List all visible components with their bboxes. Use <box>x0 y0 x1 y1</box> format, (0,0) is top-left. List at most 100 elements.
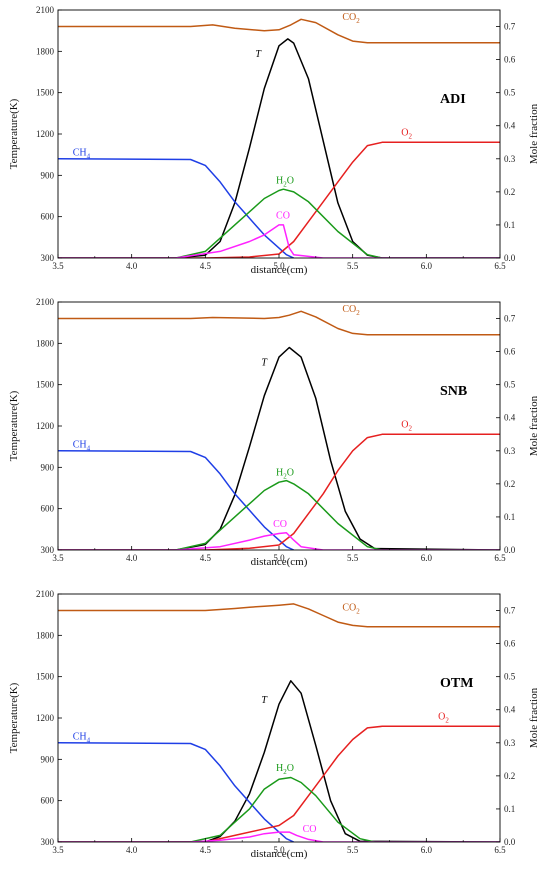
y-right-tick-label: 0.7 <box>504 606 516 616</box>
y-left-tick-label: 600 <box>41 212 55 222</box>
y-right-tick-label: 0.0 <box>504 837 516 847</box>
y-right-axis-title: Mole fraction <box>528 687 540 748</box>
species-label-co2: CO2 <box>342 12 360 25</box>
y-left-tick-label: 300 <box>41 253 55 263</box>
species-label-ch4: CH4 <box>73 147 91 160</box>
x-tick-label: 6.5 <box>494 553 506 563</box>
y-left-tick-label: 1500 <box>36 88 55 98</box>
y-left-axis-title: Temperature(K) <box>8 390 20 461</box>
y-left-tick-label: 2100 <box>36 5 55 15</box>
x-tick-label: 4.0 <box>126 261 138 271</box>
y-right-axis-title: Mole fraction <box>528 103 540 164</box>
y-right-tick-label: 0.2 <box>504 771 515 781</box>
x-tick-label: 5.5 <box>347 845 359 855</box>
series-line-co2 <box>58 603 500 628</box>
y-left-tick-label: 600 <box>41 796 55 806</box>
x-tick-label: 4.0 <box>126 553 138 563</box>
y-right-tick-label: 0.1 <box>504 220 515 230</box>
series-line-ch4 <box>58 450 295 550</box>
y-right-tick-label: 0.6 <box>504 55 516 65</box>
x-tick-label: 3.5 <box>52 845 64 855</box>
series-line-co2 <box>58 310 500 336</box>
chart-panel-snb: 3.5 4.0 4.5 5.0 5.5 6.0 6.5 300 600 900 1200 1500 18… <box>8 297 540 568</box>
x-tick-label: 4.5 <box>200 845 212 855</box>
y-left-tick-label: 1500 <box>36 672 55 682</box>
y-left-tick-label: 1800 <box>36 46 55 56</box>
y-right-tick-label: 0.7 <box>504 22 516 32</box>
chart-panel-otm: 3.5 4.0 4.5 5.0 5.5 6.0 6.5 300 600 900 1200 1500 18… <box>8 589 540 860</box>
y-left-axis-title: Temperature(K) <box>8 682 20 753</box>
series-lines <box>58 310 500 550</box>
y-left-tick-label: 1200 <box>36 129 55 139</box>
series-line-ch4 <box>58 158 295 258</box>
y-left-tick-label: 1500 <box>36 380 55 390</box>
x-tick-label: 5.0 <box>273 553 285 563</box>
panel-label: SNB <box>440 384 467 399</box>
plot-frame <box>57 301 501 551</box>
species-label-h2o: H2O <box>276 763 294 776</box>
species-label-t: T <box>255 49 262 60</box>
series-line-co <box>58 831 500 842</box>
y-left-tick-label: 900 <box>41 462 55 472</box>
x-tick-label: 5.0 <box>273 845 285 855</box>
y-right-tick-label: 0.0 <box>504 253 516 263</box>
y-right-tick-label: 0.4 <box>504 121 516 131</box>
x-tick-label: 3.5 <box>52 261 64 271</box>
y-left-axis-title: Temperature(K) <box>8 98 20 169</box>
species-label-co: CO <box>273 519 287 530</box>
species-label-t: T <box>261 695 268 706</box>
y-right-tick-label: 0.1 <box>504 512 515 522</box>
x-tick-label: 4.0 <box>126 845 138 855</box>
x-tick-label: 5.0 <box>273 261 285 271</box>
x-tick-label: 6.5 <box>494 845 506 855</box>
x-axis-title: distance(cm) <box>251 556 308 568</box>
species-label-ch4: CH4 <box>73 439 91 452</box>
series-line-ch4 <box>58 742 295 842</box>
x-tick-label: 6.0 <box>421 845 433 855</box>
y-left-tick-label: 2100 <box>36 589 55 599</box>
series-line-co2 <box>58 18 500 44</box>
series-line-t <box>58 680 500 842</box>
species-label-h2o: H2O <box>276 176 294 189</box>
series-lines <box>58 603 500 842</box>
species-label-ch4: CH4 <box>73 731 91 744</box>
y-left-tick-label: 1800 <box>36 338 55 348</box>
series-line-h2o <box>58 479 500 550</box>
x-axis-title: distance(cm) <box>251 848 308 860</box>
y-right-tick-label: 0.5 <box>504 380 516 390</box>
species-label-h2o: H2O <box>276 468 294 481</box>
species-label-co: CO <box>276 210 290 221</box>
y-right-tick-label: 0.4 <box>504 705 516 715</box>
series-line-o2 <box>58 725 500 842</box>
panel-label: ADI <box>440 92 466 107</box>
species-label-co2: CO2 <box>342 304 360 317</box>
y-left-tick-label: 1200 <box>36 713 55 723</box>
x-tick-label: 5.5 <box>347 553 359 563</box>
y-right-tick-label: 0.3 <box>504 738 516 748</box>
species-label-co: CO <box>303 824 317 835</box>
y-left-tick-label: 600 <box>41 504 55 514</box>
y-left-tick-label: 2100 <box>36 297 55 307</box>
x-axis-title: distance(cm) <box>251 264 308 276</box>
y-left-tick-label: 900 <box>41 170 55 180</box>
species-label-o2: O2 <box>401 420 412 433</box>
species-label-t: T <box>261 357 268 368</box>
y-right-tick-label: 0.0 <box>504 545 516 555</box>
y-left-tick-label: 1800 <box>36 630 55 640</box>
species-label-co2: CO2 <box>342 603 360 616</box>
series-line-h2o <box>58 776 500 842</box>
plot-frame <box>57 593 501 843</box>
y-left-tick-label: 300 <box>41 545 55 555</box>
y-right-axis-title: Mole fraction <box>528 395 540 456</box>
y-right-tick-label: 0.6 <box>504 347 516 357</box>
x-tick-label: 6.0 <box>421 553 433 563</box>
chart-panel-adi: 3.5 4.0 4.5 5.0 5.5 6.0 6.5 300 600 900 1200 1500 18… <box>8 5 540 276</box>
y-right-tick-label: 0.2 <box>504 479 515 489</box>
y-left-tick-label: 900 <box>41 754 55 764</box>
y-right-tick-label: 0.1 <box>504 804 515 814</box>
y-right-tick-label: 0.3 <box>504 154 516 164</box>
y-right-tick-label: 0.5 <box>504 88 516 98</box>
species-label-o2: O2 <box>401 128 412 141</box>
x-tick-label: 4.5 <box>200 261 212 271</box>
